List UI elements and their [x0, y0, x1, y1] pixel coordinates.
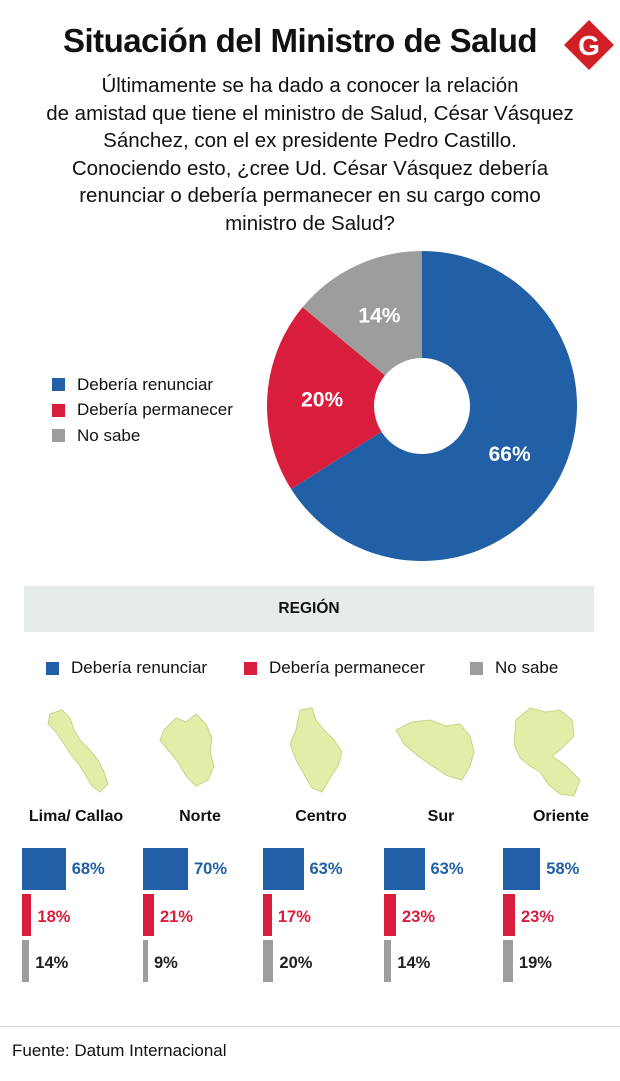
bar-value-label: 58% [546, 860, 580, 878]
region-maps [47, 707, 581, 797]
region-name: Sur [427, 808, 455, 825]
bar-permanecer [263, 894, 272, 936]
region-legend-permanecer: Debería permanecer [244, 658, 425, 678]
legend-swatch [52, 403, 65, 417]
centro-map-icon [289, 707, 343, 793]
bar-value-label: 70% [194, 860, 228, 878]
bar-no-sabe [22, 940, 30, 982]
bar-value-label: 20% [279, 954, 313, 972]
legend-swatch [52, 429, 65, 443]
bar-value-label: 63% [430, 860, 464, 878]
sur-map-icon [395, 719, 475, 781]
bar-no-sabe [503, 940, 513, 982]
region-name: Oriente [532, 808, 589, 825]
slice-label: 20% [301, 389, 343, 412]
bar-renunciar [503, 848, 541, 890]
survey-question: Últimamente se ha dado a conocer la rela… [46, 74, 574, 235]
legend-item-renunciar: Debería renunciar [52, 372, 233, 398]
bar-renunciar [384, 848, 425, 890]
region-name: Norte [179, 808, 221, 825]
legend-label: Debería renunciar [77, 374, 214, 394]
bar-permanecer [143, 894, 154, 936]
slice-label: 66% [489, 443, 531, 466]
legend-swatch [244, 661, 257, 675]
bar-value-label: 63% [309, 860, 343, 878]
source-note: Fuente: Datum Internacional [12, 1041, 227, 1060]
legend-label: No sabe [495, 658, 559, 677]
legend-swatch [470, 661, 483, 675]
legend-label: Debería permanecer [269, 658, 425, 677]
oriente-map-icon [513, 707, 581, 797]
slice-renunciar [291, 251, 577, 561]
bar-value-label: 21% [159, 908, 193, 926]
bar-value-label: 18% [37, 908, 71, 926]
donut-chart: 66% 20% 14% [267, 251, 577, 561]
bar-renunciar [22, 848, 66, 890]
bar-value-label: 9% [154, 954, 178, 972]
bar-permanecer [384, 894, 396, 936]
legend-label: Debería renunciar [71, 658, 208, 677]
legend-item-no-sabe: No sabe [52, 423, 233, 449]
bar-renunciar [143, 848, 188, 890]
gestion-logo: G [564, 20, 614, 70]
bar-no-sabe [384, 940, 392, 982]
bar-value-label: 68% [71, 860, 105, 878]
region-legend-no-sabe: No sabe [470, 658, 558, 678]
region-header: REGIÓN [24, 586, 594, 632]
footer-divider [0, 1026, 620, 1027]
bar-permanecer [503, 894, 515, 936]
region-name: Lima/ Callao [28, 808, 124, 825]
slice-permanecer [267, 307, 386, 490]
bar-value-label: 14% [35, 954, 69, 972]
pie-legend: Debería renunciar Debería permanecer No … [52, 372, 233, 449]
chart-title: Situación del Ministro de Salud [62, 22, 538, 59]
lima-callao-map-icon [47, 709, 109, 793]
region-legend-renunciar: Debería renunciar [46, 658, 207, 678]
legend-label: Debería permanecer [77, 400, 233, 420]
bar-no-sabe [143, 940, 148, 982]
region-name: Centro [295, 808, 347, 825]
bar-value-label: 14% [397, 954, 431, 972]
bar-value-label: 23% [521, 908, 555, 926]
bar-value-label: 17% [277, 908, 311, 926]
bar-renunciar [263, 848, 304, 890]
slice-no-sabe [302, 251, 422, 376]
legend-label: No sabe [77, 425, 141, 445]
legend-swatch [52, 378, 65, 392]
slice-label: 14% [358, 305, 400, 328]
norte-map-icon [159, 713, 215, 787]
legend-swatch [46, 661, 59, 675]
bar-value-label: 23% [402, 908, 436, 926]
logo-letter: G [578, 30, 600, 61]
bar-permanecer [22, 894, 32, 936]
legend-item-permanecer: Debería permanecer [52, 398, 233, 424]
bar-value-label: 19% [518, 954, 552, 972]
bar-no-sabe [263, 940, 274, 982]
